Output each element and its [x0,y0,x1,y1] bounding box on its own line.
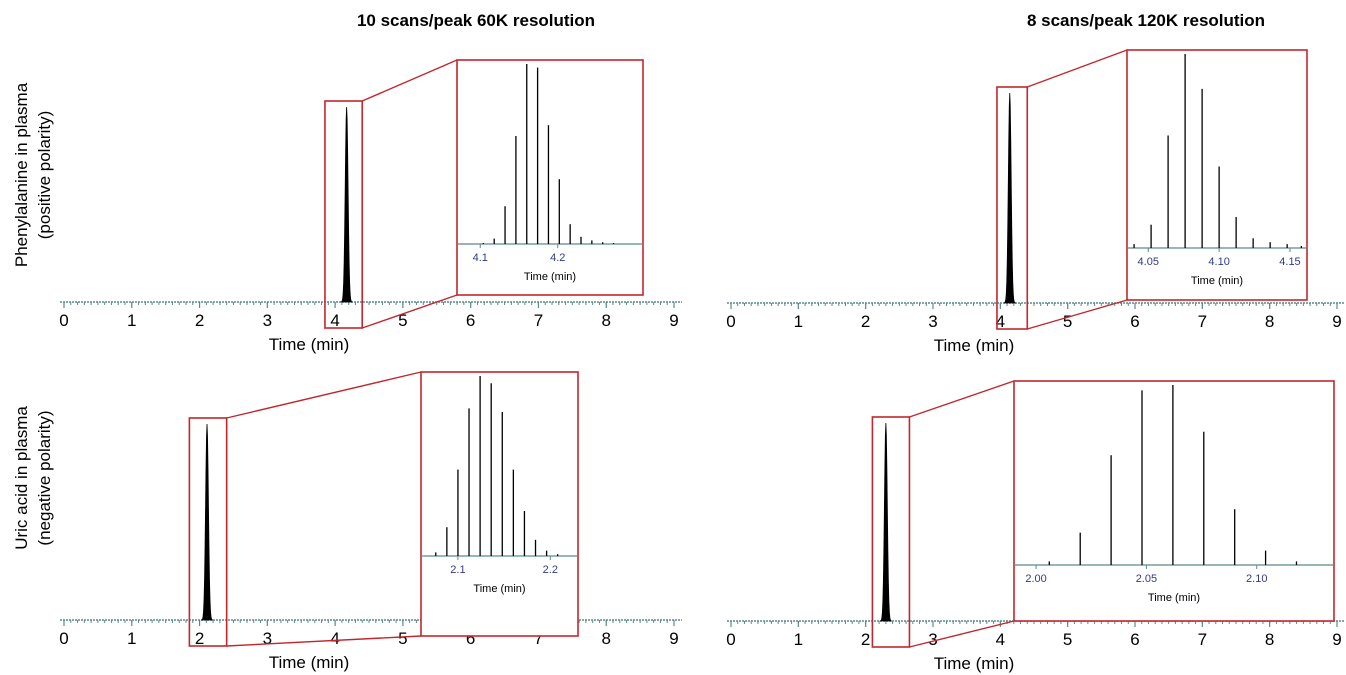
panel-row1-col2: 0 1 2 3 4 5 6 7 8 9 Time (min) 4.05 4.10 4.15 Time (mi… [726,49,1345,355]
panel-row2-col1: 0 1 2 3 4 5 6 7 8 9 Time (min) 2.1 2.2 Time (min) [59,371,682,672]
chart-panels: 0 1 2 3 4 5 6 7 8 9 Time (min) 4.1 4.2 Time (min) 0 1 2 3… [59,49,1345,673]
x-tick-label: 2 [861,630,870,649]
x-tick-label: 7 [534,311,543,330]
inset-axis-title: Time (min) [1191,275,1243,287]
inset-axis-title: Time (min) [473,583,525,595]
inset-tick-label: 4.10 [1208,256,1229,268]
zoom-connector-top [1027,49,1128,88]
row-label-top-line2: (positive polarity) [35,111,54,240]
x-tick-label: 8 [601,629,610,648]
x-tick-label: 0 [59,629,68,648]
x-tick-label: 3 [263,311,272,330]
x-tick-label: 2 [195,311,204,330]
x-tick-label: 8 [1265,630,1274,649]
row-label-bottom-line1: Uric acid in plasma [12,406,31,550]
panel-row2-col2: 0 1 2 3 4 5 6 7 8 9 Time (min) 2.00 2.05 2.10 Time (mi… [726,380,1345,673]
chromatogram-peak [879,422,892,622]
x-axis-title: Time (min) [934,654,1015,673]
inset-tick-label: 4.1 [473,252,488,264]
inset-axis-title: Time (min) [524,271,576,283]
x-tick-label: 1 [127,311,136,330]
row-label-bottom: Uric acid in plasma (negative polarity) [12,406,54,550]
x-tick-label: 9 [669,311,678,330]
x-tick-label: 9 [669,629,678,648]
x-axis-title: Time (min) [934,336,1015,355]
x-tick-label: 0 [726,630,735,649]
x-tick-label: 4 [330,629,339,648]
zoom-connector-top [226,371,422,419]
x-tick-label: 9 [1332,312,1341,331]
zoom-window-box [871,416,911,648]
chromatogram-peak [340,106,353,303]
inset-box [420,371,579,637]
x-tick-label: 5 [1063,630,1072,649]
x-tick-label: 0 [59,311,68,330]
x-tick-label: 4 [996,312,1005,331]
panel-row1-col1: 0 1 2 3 4 5 6 7 8 9 Time (min) 4.1 4.2 Time (min) [59,59,682,354]
column-title-right: 8 scans/peak 120K resolution [1027,11,1265,30]
x-tick-label: 4 [330,311,339,330]
x-tick-label: 6 [1130,312,1139,331]
zoom-connector-top [361,59,458,102]
x-tick-label: 2 [861,312,870,331]
zoom-window-box [996,86,1029,330]
x-tick-label: 3 [928,630,937,649]
chromatogram-peak [1003,92,1016,304]
x-tick-label: 5 [398,629,407,648]
x-tick-label: 8 [601,311,610,330]
x-tick-label: 5 [398,311,407,330]
zoom-connector-bottom [909,620,1015,648]
row-label-top-line1: Phenylalanine in plasma [12,82,31,267]
x-tick-label: 9 [1332,630,1341,649]
inset-tick-label: 2.10 [1246,573,1267,585]
zoom-window-box [188,417,228,647]
inset-box [1126,49,1308,301]
x-axis-title: Time (min) [269,653,350,672]
x-tick-label: 3 [263,629,272,648]
x-tick-label: 7 [1198,312,1207,331]
x-tick-label: 1 [127,629,136,648]
x-tick-label: 1 [794,312,803,331]
x-axis-title: Time (min) [269,335,350,354]
inset-box [1013,380,1335,622]
inset-tick-label: 4.05 [1138,256,1159,268]
x-tick-label: 7 [1198,630,1207,649]
x-tick-label: 7 [534,629,543,648]
zoom-connector-bottom [361,294,458,329]
x-tick-label: 6 [466,629,475,648]
x-tick-label: 3 [928,312,937,331]
zoom-connector-bottom [226,635,422,647]
x-tick-label: 4 [996,630,1005,649]
chromatogram-peak [200,423,214,621]
row-label-top: Phenylalanine in plasma (positive polari… [12,82,54,267]
inset-box [456,59,644,296]
inset-tick-label: 2.1 [450,564,465,576]
inset-tick-label: 2.00 [1025,573,1046,585]
x-tick-label: 5 [1063,312,1072,331]
inset-axis-title: Time (min) [1148,592,1200,604]
zoom-window-box [324,100,364,329]
zoom-connector-bottom [1027,299,1128,330]
x-tick-label: 6 [1130,630,1139,649]
x-tick-label: 6 [466,311,475,330]
x-tick-label: 1 [794,630,803,649]
x-tick-label: 0 [726,312,735,331]
inset-tick-label: 2.05 [1136,573,1157,585]
row-label-bottom-line2: (negative polarity) [35,410,54,545]
column-title-left: 10 scans/peak 60K resolution [357,11,595,30]
zoom-connector-top [909,380,1015,418]
inset-tick-label: 4.2 [550,252,565,264]
inset-tick-label: 2.2 [543,564,558,576]
x-tick-label: 2 [195,629,204,648]
x-tick-label: 8 [1265,312,1274,331]
inset-tick-label: 4.15 [1279,256,1300,268]
